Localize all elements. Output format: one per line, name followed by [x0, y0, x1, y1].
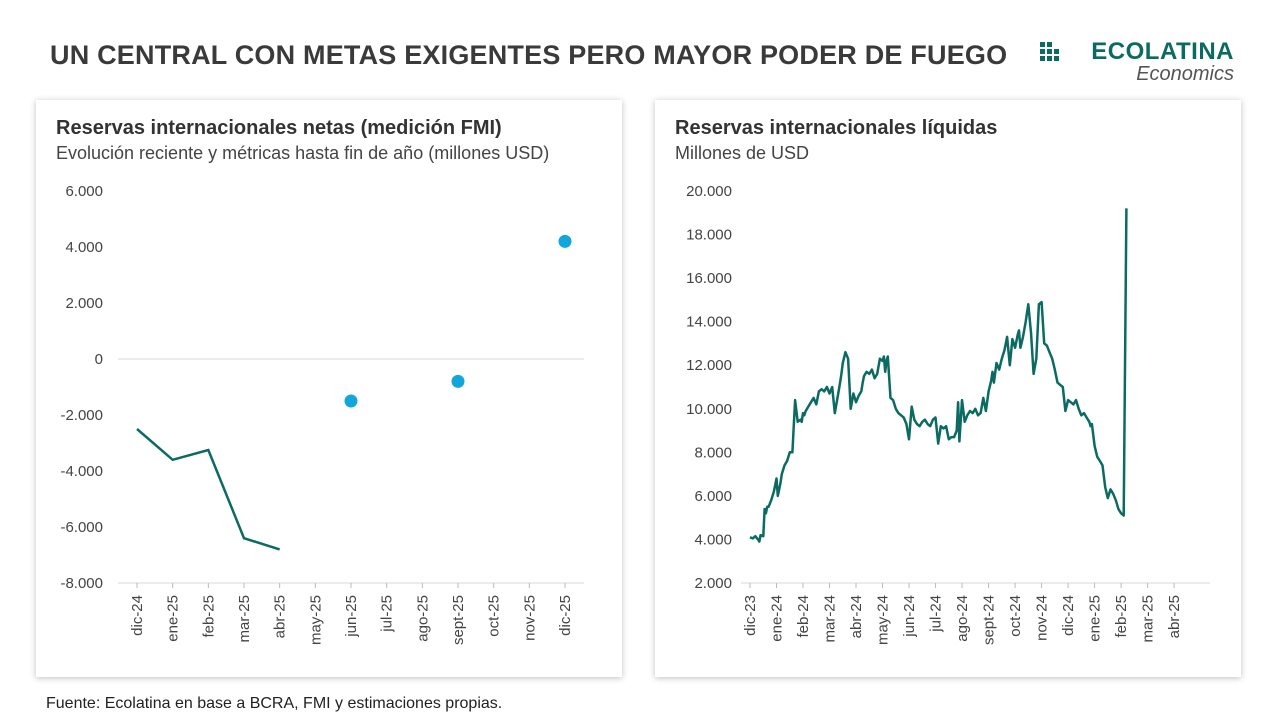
- x-tick-label: ene-25: [165, 595, 182, 642]
- x-tick-label: abr-25: [1166, 595, 1183, 638]
- x-tick-label: abr-25: [272, 595, 289, 638]
- y-tick-label: 14.000: [686, 314, 732, 331]
- x-tick-label: feb-25: [200, 595, 217, 638]
- source-note: Fuente: Ecolatina en base a BCRA, FMI y …: [46, 695, 503, 712]
- x-tick-label: dic-24: [129, 595, 146, 636]
- series-line-liquid-reserves: [749, 208, 1128, 543]
- chart-card-liquid-reserves: Reservas internacionales líquidas Millon…: [655, 100, 1241, 677]
- target-point: [558, 234, 572, 248]
- x-tick-label: ago-24: [954, 595, 971, 642]
- chart-subtitle: Evolución reciente y métricas hasta fin …: [56, 143, 550, 163]
- net-reserves-chart: 6.000 4.000 2.000 0 -2.000 -4.000 -6.000 -8.000…: [60, 183, 584, 645]
- y-tick-label: 6.000: [65, 183, 103, 200]
- y-tick-label: -6.000: [60, 519, 103, 536]
- logo-wordmark: ECOLATINA: [1091, 38, 1234, 65]
- x-tick-label: ene-24: [769, 595, 786, 642]
- y-tick-label: 10.000: [686, 401, 732, 418]
- y-tick-label: 8.000: [694, 444, 732, 461]
- x-tick-label: may-25: [307, 595, 324, 645]
- x-tick-label: oct-25: [486, 595, 503, 637]
- x-tick-label: dic-23: [742, 595, 759, 636]
- y-tick-label: 4.000: [694, 531, 732, 548]
- x-tick-label: mar-24: [822, 595, 839, 643]
- x-tick-label: jun-25: [343, 595, 360, 638]
- x-tick-label: dic-24: [1060, 595, 1077, 636]
- chart-subtitle: Millones de USD: [675, 143, 810, 163]
- y-tick-label: -4.000: [60, 463, 103, 480]
- liquid-reserves-chart: 20.000 18.000 16.000 14.000 12.000 10.000 8.00…: [686, 183, 1210, 645]
- y-tick-label: 6.000: [694, 488, 732, 505]
- series-line-net-reserves: [136, 428, 281, 551]
- chart-title: Reservas internacionales netas (medición…: [56, 117, 502, 139]
- y-tick-label: 2.000: [694, 575, 732, 592]
- x-tick-label: mar-25: [236, 595, 253, 643]
- x-tick-label: feb-24: [795, 595, 812, 638]
- x-tick-label: sept-24: [981, 595, 998, 645]
- x-tick-label: nov-25: [521, 595, 538, 641]
- x-tick-label: abr-24: [848, 595, 865, 638]
- x-tick-label: ene-25: [1087, 595, 1104, 642]
- x-tick-label: ago-25: [414, 595, 431, 642]
- x-tick-label: mar-25: [1140, 595, 1157, 643]
- x-tick-label: dic-25: [557, 595, 574, 636]
- y-tick-label: 18.000: [686, 227, 732, 244]
- x-tick-label: jul-24: [928, 595, 945, 633]
- chart-title: Reservas internacionales líquidas: [675, 117, 998, 139]
- y-tick-label: 0: [95, 351, 103, 368]
- target-point: [451, 374, 465, 388]
- x-tick-label: may-24: [875, 595, 892, 645]
- x-tick-label: feb-25: [1113, 595, 1130, 638]
- logo-grid-icon: [1040, 42, 1060, 61]
- y-tick-label: -2.000: [60, 407, 103, 424]
- x-tick-label: sept-25: [450, 595, 467, 645]
- page-title: UN CENTRAL CON METAS EXIGENTES PERO MAYO…: [50, 40, 1008, 70]
- logo-subtitle: Economics: [1136, 63, 1234, 85]
- y-tick-label: 16.000: [686, 270, 732, 287]
- x-tick-label: nov-24: [1034, 595, 1051, 641]
- brand-logo: ECOLATINA Economics: [1034, 38, 1234, 88]
- y-tick-label: 12.000: [686, 357, 732, 374]
- y-tick-label: -8.000: [60, 575, 103, 592]
- target-point: [344, 394, 358, 408]
- y-tick-label: 4.000: [65, 239, 103, 256]
- y-tick-label: 2.000: [65, 295, 103, 312]
- x-tick-label: jun-24: [901, 595, 918, 638]
- x-tick-label: jul-25: [379, 595, 396, 633]
- y-tick-label: 20.000: [686, 183, 732, 200]
- x-tick-label: oct-24: [1007, 595, 1024, 637]
- chart-card-net-reserves: Reservas internacionales netas (medición…: [36, 100, 622, 677]
